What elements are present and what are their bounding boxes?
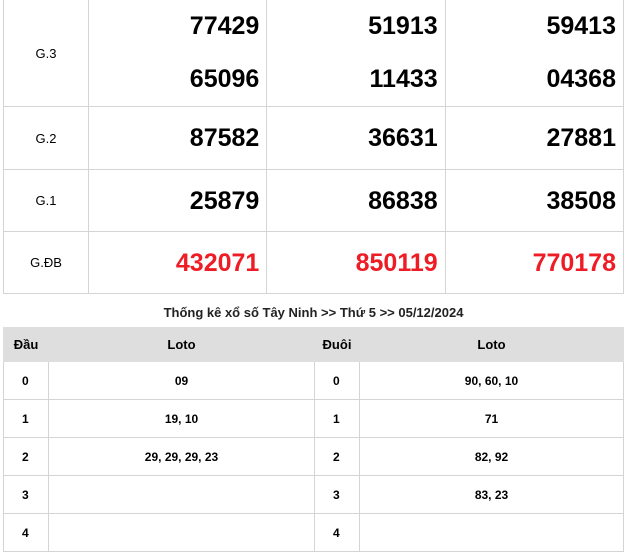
prize-row: G.3 77429 65096 51913 11433 59413 04368 [3, 0, 625, 107]
dau-loto: 19, 10 [48, 399, 315, 438]
prize-number: 77429 [189, 12, 260, 40]
prize-row: G.1 25879 86838 38508 [3, 169, 625, 232]
loto-row: 2 29, 29, 29, 23 2 82, 92 [3, 437, 624, 476]
duoi-loto [359, 513, 624, 552]
prize-label: G.ĐB [3, 231, 89, 294]
dau-loto: 29, 29, 29, 23 [48, 437, 315, 476]
duoi-loto: 82, 92 [359, 437, 624, 476]
duoi-value: 2 [314, 437, 360, 476]
dau-value: 4 [3, 513, 49, 552]
loto-table: Đầu Loto Đuôi Loto 0 09 0 90, 60, 10 1 19, 10… [3, 327, 624, 552]
prize-cell: 51913 11433 [266, 0, 446, 107]
dau-loto: 09 [48, 361, 315, 400]
prize-number: 11433 [369, 65, 438, 93]
duoi-value: 1 [314, 399, 360, 438]
prize-number: 87582 [189, 124, 260, 152]
prize-cell: 77429 65096 [87, 0, 268, 107]
dau-value: 1 [3, 399, 49, 438]
prize-row: G.ĐB 432071 850119 770178 [3, 231, 625, 294]
prize-cell: 86838 [266, 169, 446, 232]
prize-cell: 27881 [444, 106, 625, 170]
duoi-value: 0 [314, 361, 360, 400]
prize-cell: 850119 [266, 231, 446, 294]
prize-cell: 770178 [444, 231, 625, 294]
prize-label: G.3 [3, 0, 89, 107]
dau-value: 3 [3, 475, 49, 514]
dau-value: 0 [3, 361, 49, 400]
prize-number: 432071 [175, 248, 260, 277]
duoi-loto: 71 [359, 399, 624, 438]
prize-number: 65096 [189, 65, 260, 93]
dau-loto [48, 513, 315, 552]
prize-number: 04368 [546, 65, 616, 93]
prize-cell: 87582 [87, 106, 268, 170]
prize-cell: 36631 [266, 106, 446, 170]
results-table: G.3 77429 65096 51913 11433 59413 04368 G.2 8758… [3, 0, 625, 294]
prize-number: 850119 [355, 248, 438, 277]
prize-label: G.1 [3, 169, 89, 232]
prize-label: G.2 [3, 106, 89, 170]
prize-number: 36631 [368, 124, 438, 152]
prize-cell: 432071 [87, 231, 268, 294]
prize-number: 51913 [368, 12, 438, 40]
duoi-loto: 83, 23 [359, 475, 624, 514]
header-duoi: Đuôi [314, 327, 360, 362]
loto-row: 3 3 83, 23 [3, 475, 624, 514]
prize-cell: 25879 [87, 169, 268, 232]
prize-cell: 38508 [444, 169, 625, 232]
prize-number: 25879 [189, 186, 260, 215]
prize-number: 770178 [532, 248, 616, 277]
prize-number: 38508 [546, 186, 616, 215]
stats-title: Thống kê xổ số Tây Ninh >> Thứ 5 >> 05/1… [163, 305, 464, 320]
prize-number: 86838 [368, 186, 438, 215]
prize-cell: 59413 04368 [444, 0, 625, 107]
header-dau: Đầu [3, 327, 49, 362]
loto-row: 1 19, 10 1 71 [3, 399, 624, 438]
duoi-loto: 90, 60, 10 [359, 361, 624, 400]
prize-row: G.2 87582 36631 27881 [3, 106, 625, 170]
header-loto-dau: Loto [48, 327, 315, 362]
header-loto-duoi: Loto [359, 327, 624, 362]
prize-number: 27881 [546, 124, 616, 152]
dau-value: 2 [3, 437, 49, 476]
duoi-value: 3 [314, 475, 360, 514]
prize-number: 59413 [546, 12, 616, 40]
duoi-value: 4 [314, 513, 360, 552]
dau-loto [48, 475, 315, 514]
loto-row: 0 09 0 90, 60, 10 [3, 361, 624, 400]
